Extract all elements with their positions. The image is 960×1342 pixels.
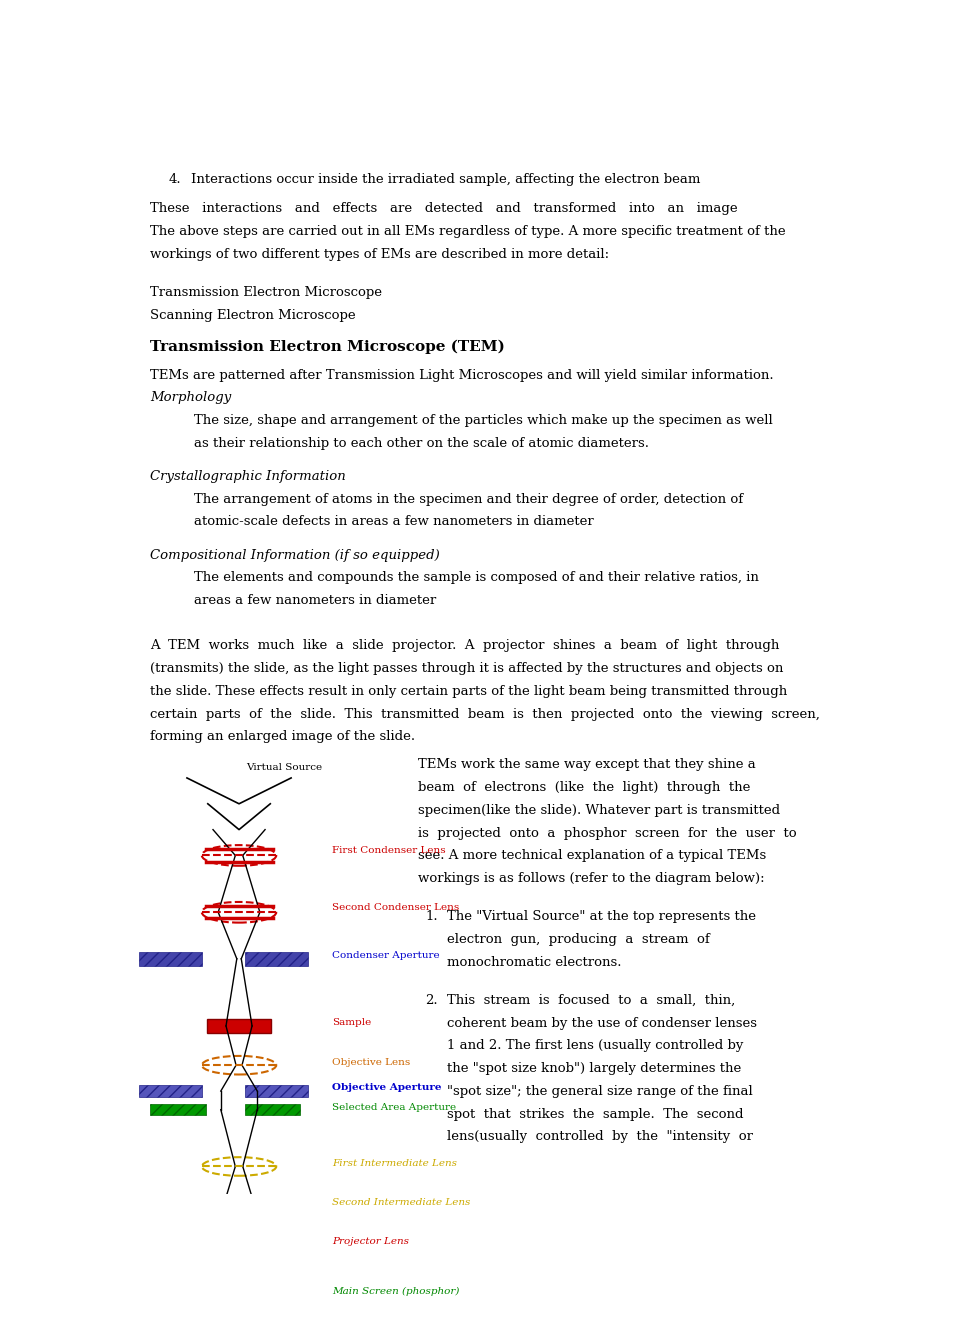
Text: 1.: 1. bbox=[425, 910, 438, 923]
Text: Second Condenser Lens: Second Condenser Lens bbox=[332, 903, 459, 911]
Text: coherent beam by the use of condenser lenses: coherent beam by the use of condenser le… bbox=[447, 1017, 757, 1029]
Text: Crystallographic Information: Crystallographic Information bbox=[150, 470, 346, 483]
Bar bbox=[245, 1104, 300, 1115]
Text: as their relationship to each other on the scale of atomic diameters.: as their relationship to each other on t… bbox=[194, 437, 649, 450]
Text: workings of two different types of EMs are described in more detail:: workings of two different types of EMs a… bbox=[150, 248, 609, 260]
Text: "spot size"; the general size range of the final: "spot size"; the general size range of t… bbox=[447, 1084, 753, 1098]
Text: Virtual Source: Virtual Source bbox=[247, 764, 323, 773]
Text: is  projected  onto  a  phosphor  screen  for  the  user  to: is projected onto a phosphor screen for … bbox=[418, 827, 796, 840]
Text: The elements and compounds the sample is composed of and their relative ratios, : The elements and compounds the sample is… bbox=[194, 572, 759, 584]
Text: The size, shape and arrangement of the particles which make up the specimen as w: The size, shape and arrangement of the p… bbox=[194, 415, 773, 427]
Text: TEMs are patterned after Transmission Light Microscopes and will yield similar i: TEMs are patterned after Transmission Li… bbox=[150, 369, 774, 381]
Text: Transmission Electron Microscope: Transmission Electron Microscope bbox=[150, 286, 382, 299]
Text: Projector Lens: Projector Lens bbox=[332, 1237, 409, 1247]
Text: These   interactions   and   effects   are   detected   and   transformed   into: These interactions and effects are detec… bbox=[150, 203, 737, 215]
Text: Transmission Electron Microscope (TEM): Transmission Electron Microscope (TEM) bbox=[150, 340, 505, 354]
Text: specimen(like the slide). Whatever part is transmitted: specimen(like the slide). Whatever part … bbox=[418, 804, 780, 817]
Text: The arrangement of atoms in the specimen and their degree of order, detection of: The arrangement of atoms in the specimen… bbox=[194, 493, 744, 506]
Text: certain  parts  of  the  slide.  This  transmitted  beam  is  then  projected  o: certain parts of the slide. This transmi… bbox=[150, 707, 820, 721]
Bar bbox=[138, 951, 202, 966]
Text: workings is as follows (refer to the diagram below):: workings is as follows (refer to the dia… bbox=[418, 872, 764, 884]
Text: spot  that  strikes  the  sample.  The  second: spot that strikes the sample. The second bbox=[447, 1107, 744, 1121]
Text: First Condenser Lens: First Condenser Lens bbox=[332, 845, 445, 855]
Text: 1 and 2. The first lens (usually controlled by: 1 and 2. The first lens (usually control… bbox=[447, 1040, 744, 1052]
Text: Objective Aperture: Objective Aperture bbox=[332, 1083, 442, 1092]
Text: TEMs work the same way except that they shine a: TEMs work the same way except that they … bbox=[418, 758, 756, 772]
Bar bbox=[245, 1084, 308, 1098]
Bar bbox=[174, 1286, 304, 1304]
Bar bbox=[174, 1304, 304, 1308]
Text: First Intermediate Lens: First Intermediate Lens bbox=[332, 1159, 457, 1168]
Text: forming an enlarged image of the slide.: forming an enlarged image of the slide. bbox=[150, 730, 415, 743]
Bar bbox=[245, 951, 308, 966]
Text: This  stream  is  focused  to  a  small,  thin,: This stream is focused to a small, thin, bbox=[447, 994, 735, 1006]
Bar bbox=[138, 1084, 202, 1098]
Bar bbox=[207, 1019, 271, 1033]
Text: A  TEM  works  much  like  a  slide  projector.  A  projector  shines  a  beam  : A TEM works much like a slide projector.… bbox=[150, 640, 780, 652]
Text: Compositional Information (if so equipped): Compositional Information (if so equippe… bbox=[150, 549, 440, 561]
Text: Objective Lens: Objective Lens bbox=[332, 1057, 410, 1067]
Text: The "Virtual Source" at the top represents the: The "Virtual Source" at the top represen… bbox=[447, 910, 756, 923]
Text: 2.: 2. bbox=[425, 994, 438, 1006]
Text: Selected Area Aperture: Selected Area Aperture bbox=[332, 1103, 456, 1113]
Text: Second Intermediate Lens: Second Intermediate Lens bbox=[332, 1198, 470, 1208]
Text: lens(usually  controlled  by  the  "intensity  or: lens(usually controlled by the "intensit… bbox=[447, 1130, 754, 1143]
Text: see. A more technical explanation of a typical TEMs: see. A more technical explanation of a t… bbox=[418, 849, 766, 863]
Text: Main Screen (phosphor): Main Screen (phosphor) bbox=[332, 1287, 460, 1296]
Text: the slide. These effects result in only certain parts of the light beam being tr: the slide. These effects result in only … bbox=[150, 684, 787, 698]
Text: 4.: 4. bbox=[168, 173, 181, 187]
Text: Sample: Sample bbox=[332, 1019, 372, 1028]
Text: beam  of  electrons  (like  the  light)  through  the: beam of electrons (like the light) throu… bbox=[418, 781, 750, 794]
Text: The above steps are carried out in all EMs regardless of type. A more specific t: The above steps are carried out in all E… bbox=[150, 225, 785, 238]
Bar bbox=[150, 1104, 205, 1115]
Text: Interactions occur inside the irradiated sample, affecting the electron beam: Interactions occur inside the irradiated… bbox=[191, 173, 700, 187]
Text: (transmits) the slide, as the light passes through it is affected by the structu: (transmits) the slide, as the light pass… bbox=[150, 662, 783, 675]
Text: atomic-scale defects in areas a few nanometers in diameter: atomic-scale defects in areas a few nano… bbox=[194, 515, 594, 529]
Text: electron  gun,  producing  a  stream  of: electron gun, producing a stream of bbox=[447, 933, 710, 946]
Text: Morphology: Morphology bbox=[150, 392, 231, 404]
Text: the "spot size knob") largely determines the: the "spot size knob") largely determines… bbox=[447, 1062, 742, 1075]
Text: areas a few nanometers in diameter: areas a few nanometers in diameter bbox=[194, 595, 437, 607]
Text: Condenser Aperture: Condenser Aperture bbox=[332, 951, 440, 960]
Text: Scanning Electron Microscope: Scanning Electron Microscope bbox=[150, 309, 355, 322]
Text: monochromatic electrons.: monochromatic electrons. bbox=[447, 956, 622, 969]
